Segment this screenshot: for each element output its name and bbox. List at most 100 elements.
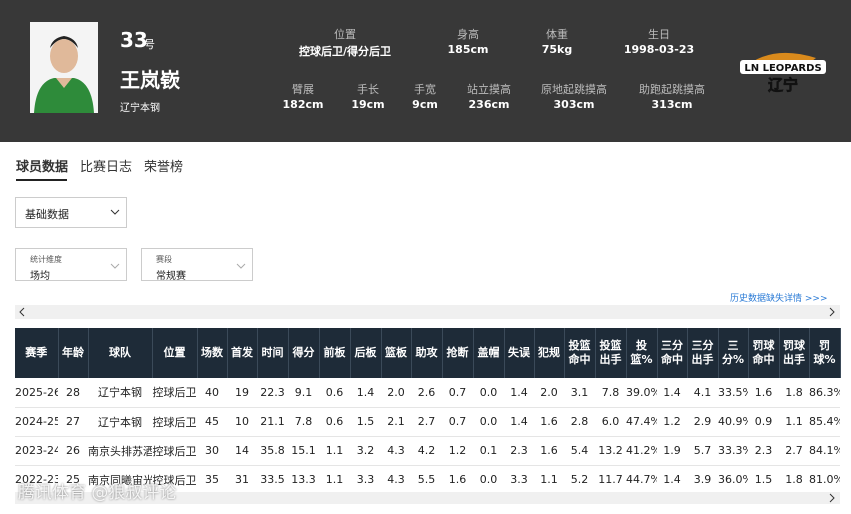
column-header[interactable]: 篮板 [381,328,412,378]
column-header[interactable]: 三分出手 [687,328,719,378]
table-cell: 22.3 [257,378,288,408]
info-value: 控球后卫/得分后卫 [298,45,392,58]
column-header[interactable]: 前板 [319,328,351,378]
column-header[interactable]: 投篮出手 [595,328,627,378]
player-team: 辽宁本钢 [120,103,160,114]
table-cell: 1.4 [657,465,687,495]
info-label: 生日 [648,28,670,41]
table-cell: 0.7 [442,407,473,437]
data-type-select[interactable]: 基础数据 [15,197,127,228]
column-header[interactable]: 投篮命中 [564,328,596,378]
table-cell: 36.0% [718,465,748,495]
info-label: 身高 [457,28,479,41]
select-label: 赛段 [156,255,172,264]
column-header[interactable]: 抢断 [442,328,474,378]
table-cell: 41.2% [626,436,657,466]
table-cell: 35.8 [257,436,288,466]
chevron [236,263,246,269]
table-cell: 3.1 [564,378,595,408]
table-cell: 26 [58,436,88,466]
info-label: 助跑起跳摸高 [639,83,705,96]
column-header[interactable]: 得分 [288,328,320,378]
table-cell: 7.8 [595,378,626,408]
column-header[interactable]: 首发 [227,328,258,378]
table-cell: 1.8 [779,378,809,408]
column-header[interactable]: 时间 [257,328,289,378]
table-cell: 2.7 [779,436,809,466]
table-cell: 13.3 [288,465,319,495]
table-cell: 1.4 [504,378,534,408]
column-header[interactable]: 球队 [88,328,153,378]
column-header[interactable]: 位置 [152,328,198,378]
table-cell: 47.4% [626,407,657,437]
table-cell: 40.9% [718,407,748,437]
table-cell: 2.3 [748,436,779,466]
table-cell: 9.1 [288,378,319,408]
scrollbar-bottom[interactable] [15,492,840,504]
table-cell: 1.4 [504,407,534,437]
table-row: 2025-26 28 辽宁本钢 控球后卫 40 19 22.3 9.1 0.6 1.4 2.0 2.6… [15,378,840,408]
info-value: 236cm [468,98,510,111]
column-header[interactable]: 年龄 [58,328,89,378]
tab[interactable]: 球员数据 [16,160,69,175]
table-cell: 1.1 [319,436,350,466]
column-header[interactable]: 罚球出手 [779,328,810,378]
logo-graphic: LN LEOPARDS 辽宁 [740,52,826,94]
column-header[interactable]: 罚球命中 [748,328,780,378]
scrollbar-top[interactable] [15,305,840,319]
table-cell: 4.1 [687,378,718,408]
column-header[interactable]: 助攻 [411,328,443,378]
info-label: 位置 [334,28,356,41]
table-cell: 0.1 [473,436,504,466]
table-cell: 3.9 [687,465,718,495]
table-cell: 南京头排苏酒 [88,436,152,466]
table-cell: 27 [58,407,88,437]
table-cell: 控球后卫 [152,378,197,408]
tab[interactable]: 荣誉榜 [144,160,184,175]
column-header[interactable]: 失误 [504,328,535,378]
table-cell: 81.0% [809,465,840,495]
history-link[interactable]: 历史数据缺失详情 >>> [730,294,828,304]
column-header[interactable]: 罚球% [809,328,841,378]
table-cell: 0.0 [473,407,504,437]
tab[interactable]: 比赛日志 [80,160,133,175]
dimension-select[interactable]: 统计维度 场均 [15,248,127,282]
table-cell: 15.1 [288,436,319,466]
select-value: 基础数据 [25,208,69,221]
table-cell: 2.9 [687,407,718,437]
table-cell: 5.2 [564,465,595,495]
table-cell: 1.1 [779,407,809,437]
table-cell: 5.7 [687,436,718,466]
table-cell: 85.4% [809,407,840,437]
info-label: 手宽 [414,83,436,96]
column-header[interactable]: 后板 [350,328,382,378]
player-photo [30,22,98,113]
column-header[interactable]: 赛季 [15,328,59,378]
table-cell: 2.7 [411,407,442,437]
column-header[interactable]: 犯规 [534,328,565,378]
column-header[interactable]: 三分命中 [657,328,688,378]
column-header[interactable]: 三分% [718,328,749,378]
table-cell: 1.6 [442,465,473,495]
player-header: 33 号 王岚嵚 辽宁本钢 LN LEOPARDS 辽宁 位置 控球后卫/得分后卫… [0,0,851,142]
column-header[interactable]: 投篮% [626,328,658,378]
stage-select[interactable]: 赛段 常规赛 [141,248,253,282]
table-cell: 30 [197,436,227,466]
table-cell: 辽宁本钢 [88,407,152,437]
column-header[interactable]: 盖帽 [473,328,505,378]
table-cell: 3.2 [350,436,381,466]
tab-underline [16,179,67,181]
table-row: 2023-24 26 南京头排苏酒 控球后卫 30 14 35.8 15.1 1.1 3.2 4.3… [15,436,840,466]
table-cell: 11.7 [595,465,626,495]
table-cell: 2024-25 [15,407,58,437]
logo-subtext: 辽宁 [768,76,798,94]
table-cell: 6.0 [595,407,626,437]
table-cell: 7.8 [288,407,319,437]
table-cell: 19 [227,378,257,408]
arrow-right [829,493,835,503]
photo-figure [34,36,94,113]
column-header[interactable]: 场数 [197,328,228,378]
team-logo: LN LEOPARDS 辽宁 [738,46,828,96]
table-cell: 1.1 [534,465,564,495]
table-cell: 45 [197,407,227,437]
